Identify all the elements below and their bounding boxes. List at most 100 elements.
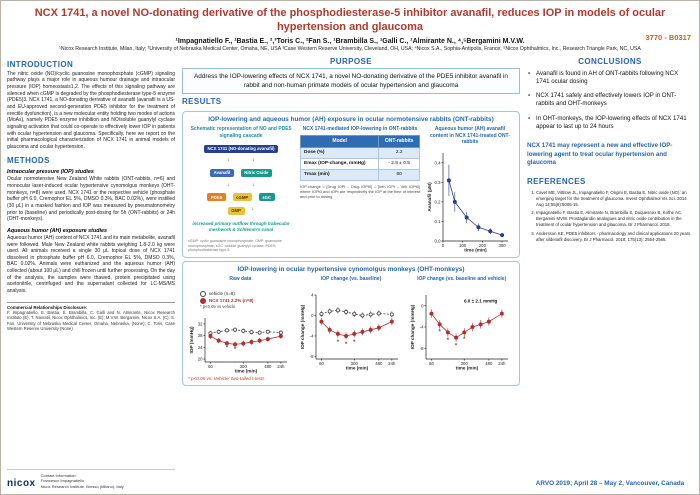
- down-arrow-icon: ↓: [251, 205, 255, 212]
- contact-block: Contact Information: Francesco Impagnati…: [41, 473, 124, 489]
- svg-text:time (min): time (min): [456, 366, 479, 371]
- methods-heading: METHODS: [7, 156, 50, 166]
- svg-text:0.2: 0.2: [435, 200, 442, 205]
- affiliations-line: ¹Nicox Research Institute, Milan, Italy;…: [59, 46, 641, 52]
- svg-text:480: 480: [375, 361, 383, 366]
- ah-avanafil-chart: 0.0 0.1 0.2 0.3 0.4 0 100 200 300 Avanafil (μM) ti…: [426, 147, 514, 253]
- svg-text:60: 60: [208, 364, 213, 369]
- purpose-heading: PURPOSE: [330, 56, 372, 66]
- iop-change-vehicle-column: IOP change (vs. baseline and vehicle) -8…: [409, 276, 514, 374]
- svg-text:480: 480: [264, 364, 272, 369]
- left-column: INTRODUCTION The nitric oxide (NO)/cycli…: [7, 57, 175, 489]
- poster-title: NCX 1741, a novel NO-donating derivative…: [34, 7, 666, 33]
- svg-text:0: 0: [421, 303, 424, 308]
- svg-text:0.0: 0.0: [435, 239, 442, 244]
- schematic-title: Schematic representation of NO and PDE5 …: [190, 126, 292, 139]
- svg-text:200: 200: [479, 243, 487, 248]
- ah-chart-title: Aqueous humor (AH) avanafil content in N…: [429, 126, 510, 145]
- svg-text:24h: 24h: [499, 361, 507, 366]
- schematic-footnote: cGMP: cyclic guanosine monophosphate; GM…: [188, 239, 282, 253]
- introduction-body: The nitric oxide (NO)/cyclic guanosine m…: [7, 70, 175, 150]
- svg-text:*: *: [226, 345, 229, 352]
- svg-text:IOP change (mmHg): IOP change (mmHg): [300, 304, 305, 349]
- introduction-heading: INTRODUCTION: [7, 59, 74, 69]
- iop-change-column: IOP change (vs. baseline) -8 -4 0 4 60 300 480…: [299, 276, 404, 374]
- conclusion-item: Avanafil is found in AH of ONT-rabbits f…: [528, 70, 693, 86]
- svg-text:100: 100: [459, 243, 467, 248]
- gmp-box: GMP: [227, 206, 245, 215]
- raw-data-title: Raw data: [229, 276, 252, 283]
- center-column: PURPOSE Address the IOP-lowering effects…: [182, 57, 520, 489]
- svg-text:*: *: [353, 339, 356, 346]
- down-arrows-icon: ↓ ↓: [227, 181, 255, 188]
- chart-legend: vehicle (n=8) NCX 1741 2.2% (n=8) * p<0.…: [200, 290, 293, 311]
- disclosure-block: Commercial Relationships Disclosure: F. …: [7, 301, 175, 332]
- svg-text:28: 28: [198, 333, 203, 338]
- legend-vehicle: vehicle (n=8): [200, 290, 293, 297]
- iop-change-chart: -8 -4 0 4 60 300 480 24h IOP change (mmHg) time (…: [299, 289, 404, 371]
- methods-ah-subheading: Aqueous humor (AH) exposure studies: [7, 227, 108, 234]
- svg-text:0.3: 0.3: [435, 180, 442, 185]
- results-section-monkeys: IOP-lowering in ocular hypertensive cyno…: [182, 261, 520, 387]
- svg-text:-4: -4: [420, 325, 424, 330]
- svg-text:60: 60: [429, 361, 434, 366]
- pde5-box: PDE5: [207, 193, 226, 202]
- ah-chart-panel: Aqueous humor (AH) avanafil content in N…: [426, 126, 514, 253]
- svg-text:24h: 24h: [388, 361, 396, 366]
- svg-text:24: 24: [198, 345, 203, 350]
- filled-circle-marker-icon: [200, 298, 206, 305]
- methods-iop-body: Ocular normotensive New Zealand White ra…: [7, 176, 175, 223]
- svg-text:300: 300: [240, 364, 248, 369]
- ncx1741-box: NCX 1741 (NO-donating avanafil): [203, 144, 279, 153]
- avanafil-box: Avanafil: [210, 168, 234, 178]
- svg-text:4: 4: [311, 293, 314, 298]
- nicox-logo: nicox: [7, 478, 36, 489]
- svg-text:0.4: 0.4: [435, 160, 442, 165]
- poster-columns: INTRODUCTION The nitric oxide (NO)/cycli…: [7, 57, 693, 489]
- references-list: Cavet ME, Vittitow JL, Impagnatiello F, …: [527, 190, 693, 245]
- conclusion-item: NCX 1741 safely and effectively lowers I…: [528, 92, 693, 108]
- svg-text:time (min): time (min): [345, 366, 368, 371]
- svg-text:-8: -8: [420, 346, 424, 351]
- svg-text:Avanafil (μM): Avanafil (μM): [427, 182, 432, 212]
- svg-text:*: *: [447, 337, 450, 344]
- conclusions-heading: CONCLUSIONS: [578, 56, 642, 66]
- svg-text:0: 0: [442, 243, 445, 248]
- svg-text:-8: -8: [309, 354, 313, 359]
- legend-ncx: NCX 1741 2.2% (n=8): [200, 297, 293, 305]
- rabbits-section-title: IOP-lowering and aqueous humor (AH) expo…: [208, 116, 494, 124]
- iop-table-panel: NCX 1741-mediated IOP-lowering in ONT-ra…: [299, 126, 420, 253]
- reference-item: Andersson KE. PDE5 inhibitors - pharmaco…: [536, 231, 693, 243]
- contact-name: Francesco Impagnatiello: [40, 478, 85, 484]
- conclusions-list: Avanafil is found in AH of ONT-rabbits f…: [527, 70, 693, 137]
- right-column: CONCLUSIONS Avanafil is found in AH of O…: [527, 57, 693, 489]
- schematic-panel: Schematic representation of NO and PDE5 …: [188, 126, 294, 253]
- reference-item: Cavet ME, Vittitow JL, Impagnatiello F, …: [536, 190, 693, 207]
- iop-table-column-header: ONT-rabbits: [378, 134, 420, 148]
- svg-text:20: 20: [198, 357, 203, 362]
- purpose-text: Address the IOP-lowering effects of NCX …: [182, 67, 520, 95]
- svg-text:300: 300: [499, 243, 507, 248]
- authors-line: ¹Impagnatiello F., ¹Bastia E., ²,³Toris …: [175, 37, 525, 45]
- down-arrows-icon: ↓ ↓: [227, 157, 255, 164]
- left-footer: nicox Contact Information: Francesco Imp…: [7, 468, 175, 489]
- svg-text:*: *: [336, 339, 339, 346]
- iop-change-vs-vehicle-chart: -8 -4 0 60 300 480 24h IOP change (mmHg) time (m…: [409, 289, 514, 371]
- contact-address: Nicox Research Institute, Bresso (Milano…: [40, 483, 124, 489]
- nitric-oxide-box: Nitric Oxide: [240, 168, 272, 178]
- methods-ah-body: Aqueous humor (AH) content of NCX 1741 a…: [7, 234, 175, 295]
- svg-text:*: *: [439, 328, 442, 335]
- svg-text:time (min): time (min): [235, 369, 258, 374]
- sgc-box: sGC: [258, 193, 275, 202]
- iop-table-head-row: Model ONT-rabbits: [299, 134, 420, 148]
- iop-table-title: NCX 1741-mediated IOP-lowering in ONT-ra…: [302, 126, 418, 133]
- conclusion-item: In OHT-monkeys, the IOP-lowering effects…: [528, 115, 693, 131]
- methods-iop-subheading: Intraocular pressure (IOP) studies: [7, 169, 94, 176]
- svg-text:*: *: [344, 341, 347, 348]
- svg-text:time (min): time (min): [464, 248, 487, 253]
- disclosure-title: Commercial Relationships Disclosure:: [7, 304, 88, 310]
- svg-text:480: 480: [486, 361, 494, 366]
- svg-text:*: *: [463, 336, 466, 343]
- iop-change-vehicle-title: IOP change (vs. baseline and vehicle): [417, 276, 507, 283]
